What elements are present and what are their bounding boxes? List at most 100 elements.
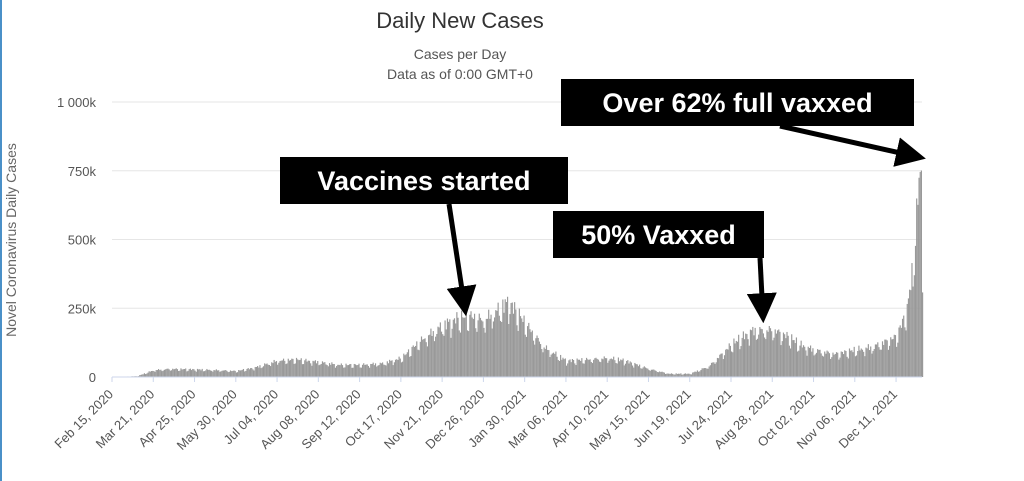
daily-case-bar xyxy=(407,349,410,377)
daily-case-bar xyxy=(491,328,493,377)
daily-case-bar xyxy=(524,334,526,377)
daily-case-bar xyxy=(824,351,826,377)
daily-case-bar xyxy=(495,310,497,377)
daily-case-bar xyxy=(196,368,199,377)
daily-case-bar xyxy=(758,334,760,377)
daily-case-bar xyxy=(881,341,884,377)
daily-case-bar xyxy=(502,299,504,377)
daily-case-bar xyxy=(167,368,169,377)
daily-case-bar xyxy=(201,368,203,377)
daily-case-bar xyxy=(350,363,352,377)
daily-case-bar xyxy=(468,331,470,377)
daily-case-bar xyxy=(677,373,680,377)
daily-case-bar xyxy=(300,358,302,377)
daily-case-bar xyxy=(792,340,794,377)
daily-case-bar xyxy=(246,368,248,377)
daily-case-bar xyxy=(286,363,288,377)
daily-case-bar xyxy=(481,320,483,377)
daily-case-bar xyxy=(879,349,881,377)
daily-case-bar xyxy=(429,334,431,377)
daily-case-bar xyxy=(793,340,795,377)
daily-case-bar xyxy=(343,367,345,377)
daily-case-bar xyxy=(415,345,417,377)
daily-case-bar xyxy=(208,369,210,377)
annotation-box xyxy=(280,157,568,204)
daily-case-bar xyxy=(248,369,250,377)
daily-case-bar xyxy=(154,371,156,377)
daily-case-bar xyxy=(896,346,898,377)
daily-case-bar xyxy=(213,370,215,377)
daily-case-bar xyxy=(561,359,563,377)
daily-case-bar xyxy=(169,370,171,377)
daily-case-bar xyxy=(494,317,496,377)
daily-case-bar xyxy=(398,356,400,377)
daily-case-bar xyxy=(521,318,523,377)
daily-case-bar xyxy=(687,373,689,377)
daily-case-bar xyxy=(163,369,166,377)
daily-case-bar xyxy=(804,346,806,377)
daily-case-bar xyxy=(628,363,630,377)
daily-case-bar xyxy=(690,374,693,377)
daily-case-bar xyxy=(841,351,844,377)
daily-case-bar xyxy=(835,352,838,377)
daily-case-bar xyxy=(458,330,460,377)
daily-case-bar xyxy=(473,313,476,377)
daily-case-bar xyxy=(738,334,740,377)
daily-case-bar xyxy=(874,344,877,377)
daily-case-bar xyxy=(695,371,697,377)
daily-case-bar xyxy=(455,323,457,377)
daily-case-bar xyxy=(886,340,888,377)
daily-case-bar xyxy=(192,368,194,377)
daily-case-bar xyxy=(529,329,531,377)
daily-case-bar xyxy=(317,361,319,377)
daily-case-bar xyxy=(486,318,489,377)
daily-case-bar xyxy=(265,364,267,377)
daily-case-bar xyxy=(776,330,779,377)
y-tick-label: 0 xyxy=(89,370,96,385)
daily-case-bar xyxy=(538,341,540,377)
daily-case-bar xyxy=(635,364,637,377)
daily-case-bar xyxy=(220,371,222,377)
daily-case-bar xyxy=(541,348,543,377)
daily-case-bar xyxy=(834,353,836,377)
daily-case-bar xyxy=(709,365,711,377)
daily-case-bar xyxy=(149,371,151,377)
daily-case-bar xyxy=(549,357,551,377)
daily-case-bar xyxy=(361,364,364,377)
daily-case-bar xyxy=(264,363,266,377)
daily-case-bar xyxy=(427,335,430,377)
daily-case-bar xyxy=(320,363,322,377)
daily-case-bar xyxy=(437,326,439,377)
daily-case-bar xyxy=(287,358,289,377)
daily-case-bar xyxy=(492,321,495,377)
daily-case-bar xyxy=(173,369,175,377)
daily-case-bar xyxy=(227,372,229,377)
daily-case-bar xyxy=(689,374,691,377)
daily-case-bar xyxy=(552,352,555,377)
daily-case-bar xyxy=(867,344,869,377)
daily-case-bar xyxy=(832,352,834,377)
daily-case-bar xyxy=(517,330,519,377)
daily-case-bar xyxy=(833,354,835,377)
daily-case-bar xyxy=(231,371,233,377)
daily-case-bar xyxy=(536,335,538,377)
daily-case-bar xyxy=(784,334,786,377)
daily-case-bar xyxy=(297,359,299,377)
daily-case-bar xyxy=(180,368,182,377)
daily-case-bar xyxy=(877,342,879,377)
daily-case-bar xyxy=(894,335,897,377)
daily-case-bar xyxy=(878,347,880,377)
daily-case-bar xyxy=(597,359,599,377)
daily-case-bar xyxy=(817,349,819,377)
daily-case-bar xyxy=(802,345,805,377)
daily-case-bar xyxy=(760,328,762,377)
daily-case-bar xyxy=(337,364,339,377)
daily-case-bar xyxy=(548,350,550,377)
daily-case-bar xyxy=(659,371,661,377)
daily-case-bar xyxy=(433,341,436,377)
daily-case-bar xyxy=(543,347,545,377)
daily-case-bar xyxy=(560,354,562,377)
daily-case-bar xyxy=(611,359,614,377)
daily-case-bar xyxy=(282,358,285,377)
daily-case-bar xyxy=(734,343,736,377)
